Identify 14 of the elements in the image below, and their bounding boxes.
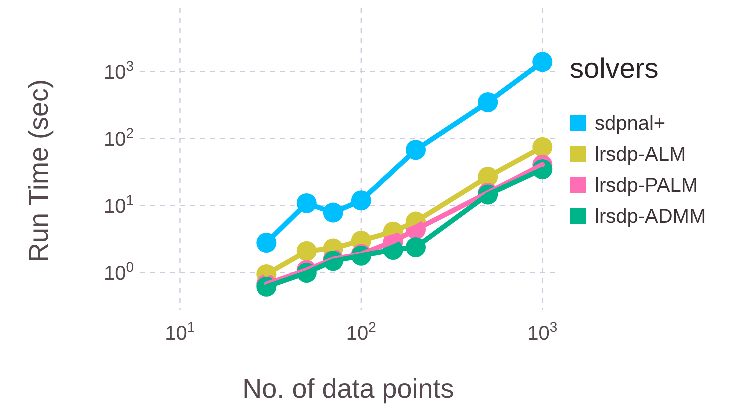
x-axis-title: No. of data points	[242, 374, 454, 404]
legend-title: solvers	[570, 53, 659, 84]
legend-label: lrsdp-ADMM	[595, 206, 706, 228]
legend-label: lrsdp-PALM	[595, 175, 698, 197]
x-tick-label: 10$^{1}$	[165, 319, 196, 345]
y-tick-label: 10$^{0}$	[104, 258, 134, 285]
x-tick-label: 10$^{2}$	[346, 319, 377, 345]
legend-label: lrsdp-ALM	[595, 144, 686, 166]
y-tick-label: 10$^{1}$	[104, 192, 134, 218]
legend-label: sdpnal+	[595, 113, 666, 135]
y-tick-label: 10$^{2}$	[104, 124, 134, 151]
y-tick-label: 10$^{3}$	[104, 58, 134, 84]
x-tick-label: 10$^{3}$	[528, 319, 558, 345]
y-axis-title: Run Time (sec)	[24, 79, 54, 263]
